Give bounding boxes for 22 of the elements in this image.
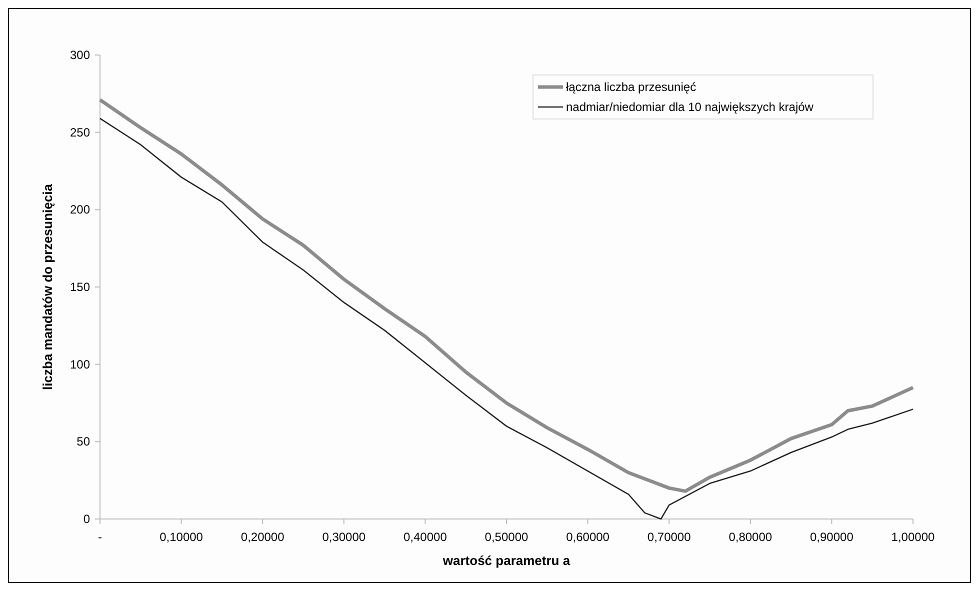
x-tick-label: 0,10000 [160, 530, 204, 544]
x-tick-label: 0,20000 [240, 530, 285, 544]
x-tick-label: 0,80000 [728, 530, 772, 544]
x-tick-label: - [98, 530, 102, 544]
y-tick-label: 100 [70, 357, 90, 372]
y-tick-label: 150 [70, 280, 90, 294]
x-tick-label: 0,70000 [647, 530, 692, 544]
x-tick-label: 0,40000 [404, 530, 448, 544]
y-tick-label: 200 [70, 202, 90, 217]
legend-label: łączna liczba przesunięć [566, 80, 696, 94]
x-tick-label: 0,90000 [810, 530, 854, 544]
x-tick-label: 0,30000 [322, 530, 366, 544]
x-tick-label: 1,00000 [891, 530, 936, 544]
y-tick-label: 300 [70, 48, 90, 62]
y-axis-title: liczba mandatów do przesunięcia [40, 183, 55, 390]
x-axis-title: wartość parametru a [442, 553, 571, 568]
y-tick-label: 250 [70, 125, 90, 140]
y-tick-label: 0 [83, 512, 90, 526]
legend-label: nadmiar/niedomiar dla 10 największych krajów [566, 100, 814, 114]
x-tick-label: 0,50000 [484, 530, 529, 544]
x-tick-label: 0,60000 [566, 530, 610, 544]
y-tick-label: 50 [76, 434, 90, 449]
